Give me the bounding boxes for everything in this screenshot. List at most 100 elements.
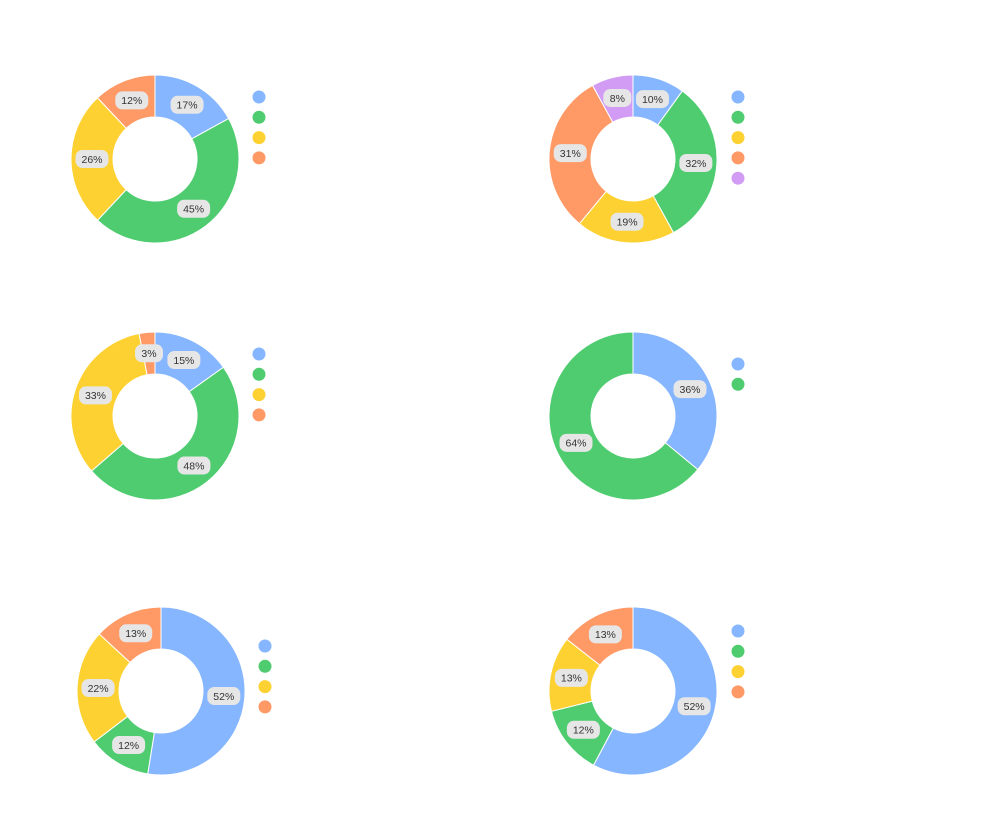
legend-marker[interactable] xyxy=(252,367,266,381)
legend-marker[interactable] xyxy=(252,347,266,361)
legend-marker[interactable] xyxy=(731,685,745,699)
slice-percent-label: 3% xyxy=(135,344,164,363)
label-background xyxy=(559,433,593,452)
slice-percent-text: 13% xyxy=(595,629,616,641)
label-background xyxy=(603,88,632,107)
slice-percent-label: 12% xyxy=(115,91,149,110)
slice-percent-text: 52% xyxy=(213,691,234,703)
slice-percent-label: 10% xyxy=(635,90,669,109)
legend-marker[interactable] xyxy=(731,665,745,679)
donut-chart-5: 52% 12% 22% 13% xyxy=(76,606,272,776)
label-background xyxy=(673,380,707,399)
donut-slice xyxy=(147,606,246,776)
slice-percent-label: 19% xyxy=(610,212,644,231)
slice-percent-label: 22% xyxy=(81,679,115,698)
slice-percent-text: 3% xyxy=(141,348,156,360)
slice-percent-label: 15% xyxy=(167,351,201,370)
slice-percent-text: 36% xyxy=(679,384,700,396)
slice-percent-label: 12% xyxy=(112,736,146,755)
slice-percent-label: 33% xyxy=(78,386,112,405)
label-background xyxy=(207,686,241,705)
slice-percent-label: 64% xyxy=(559,433,593,452)
slice-percent-text: 8% xyxy=(610,93,625,105)
label-background xyxy=(588,625,622,644)
legend-marker[interactable] xyxy=(252,388,266,402)
label-background xyxy=(167,351,201,370)
label-background xyxy=(75,150,109,168)
slice-percent-label: 13% xyxy=(588,625,622,644)
label-background xyxy=(135,344,164,363)
slice-percent-text: 13% xyxy=(125,628,146,640)
label-background xyxy=(679,153,713,172)
slice-percent-text: 10% xyxy=(642,94,663,106)
label-background xyxy=(677,697,711,716)
slice-percent-text: 12% xyxy=(121,95,142,107)
donut-chart-2: 10% 32% 19% 31% 8% xyxy=(548,74,745,244)
donut-chart-3: 15% 48% 33% 3% xyxy=(70,331,266,501)
legend-marker[interactable] xyxy=(731,131,745,145)
label-background xyxy=(554,668,588,687)
legend-marker[interactable] xyxy=(258,639,272,653)
legend-marker[interactable] xyxy=(258,680,272,694)
slice-percent-label: 36% xyxy=(673,380,707,399)
slice-percent-text: 33% xyxy=(85,390,106,402)
label-background xyxy=(610,212,644,231)
slice-percent-label: 52% xyxy=(207,686,241,705)
slice-percent-label: 26% xyxy=(75,150,109,168)
slice-percent-label: 45% xyxy=(177,199,211,218)
legend-marker[interactable] xyxy=(731,90,745,104)
slice-percent-label: 31% xyxy=(553,144,587,163)
label-background xyxy=(78,386,112,405)
legend-marker[interactable] xyxy=(731,377,745,391)
slice-percent-text: 17% xyxy=(177,100,198,112)
legend-marker[interactable] xyxy=(252,408,266,422)
slice-percent-text: 12% xyxy=(573,725,594,737)
slice-percent-label: 17% xyxy=(170,95,204,114)
legend-marker[interactable] xyxy=(252,131,266,145)
slice-percent-text: 12% xyxy=(118,740,139,752)
slice-percent-label: 32% xyxy=(679,153,713,172)
legend-marker[interactable] xyxy=(258,659,272,673)
legend-marker[interactable] xyxy=(731,357,745,371)
slice-percent-text: 15% xyxy=(173,355,194,367)
label-background xyxy=(81,679,115,698)
slice-percent-label: 13% xyxy=(119,624,153,643)
label-background xyxy=(177,199,211,218)
legend-marker[interactable] xyxy=(252,110,266,124)
slice-percent-text: 22% xyxy=(88,683,109,695)
donut-chart-6: 52% 12% 13% 13% xyxy=(548,606,745,776)
slice-percent-label: 13% xyxy=(554,668,588,687)
legend-marker[interactable] xyxy=(731,151,745,165)
legend-marker[interactable] xyxy=(258,700,272,714)
slice-percent-label: 12% xyxy=(566,720,600,739)
slice-percent-text: 31% xyxy=(560,148,581,160)
label-background xyxy=(115,91,149,110)
slice-percent-text: 64% xyxy=(565,438,586,450)
legend-marker[interactable] xyxy=(731,644,745,658)
slice-percent-text: 19% xyxy=(617,217,638,229)
donut-slice xyxy=(592,606,718,776)
label-background xyxy=(119,624,153,643)
label-background xyxy=(635,90,669,109)
label-background xyxy=(566,720,600,739)
slice-percent-text: 13% xyxy=(561,673,582,685)
legend-marker[interactable] xyxy=(731,110,745,124)
slice-percent-text: 26% xyxy=(81,154,102,166)
slice-percent-text: 52% xyxy=(684,701,705,713)
donut-chart-4: 36% 64% xyxy=(548,331,745,501)
donut-slice xyxy=(632,331,718,471)
slice-percent-text: 48% xyxy=(183,460,204,472)
legend-marker[interactable] xyxy=(731,171,745,185)
legend-marker[interactable] xyxy=(731,624,745,638)
label-background xyxy=(170,95,204,114)
label-background xyxy=(177,456,211,475)
slice-percent-label: 48% xyxy=(177,456,211,475)
slice-percent-label: 52% xyxy=(677,697,711,716)
slice-percent-text: 45% xyxy=(183,204,204,216)
legend-marker[interactable] xyxy=(252,151,266,165)
slice-percent-text: 32% xyxy=(685,158,706,170)
donut-chart-1: 17% 45% 26% 12% xyxy=(70,74,266,244)
legend-marker[interactable] xyxy=(252,90,266,104)
donut-slice xyxy=(548,331,699,501)
